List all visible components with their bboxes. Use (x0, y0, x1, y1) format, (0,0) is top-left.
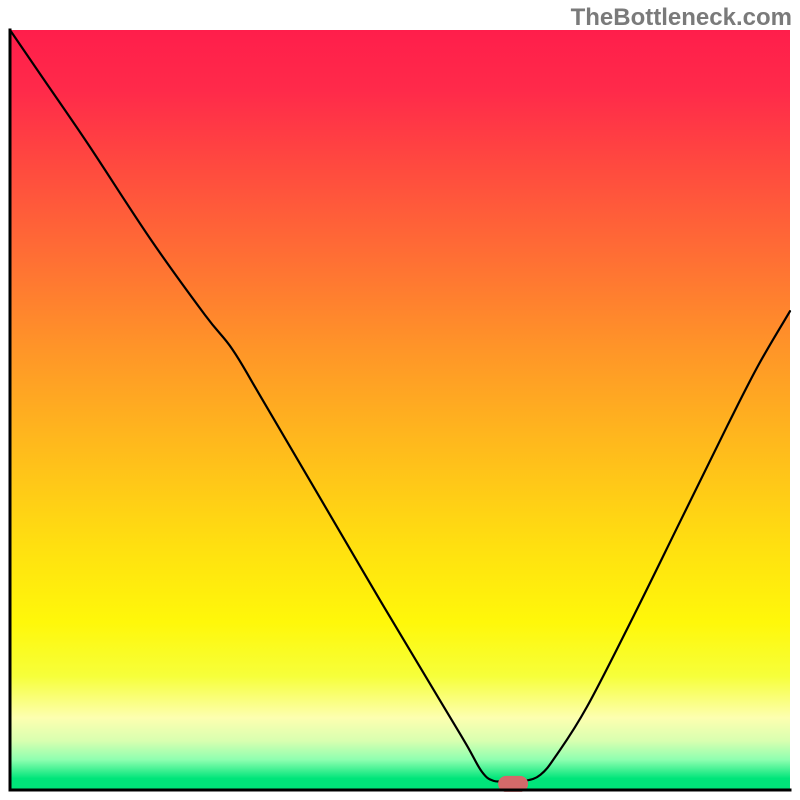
attribution-label: TheBottleneck.com (571, 4, 792, 32)
gradient-background (10, 30, 790, 790)
chart-svg (0, 0, 800, 800)
bottleneck-chart: TheBottleneck.com (0, 0, 800, 800)
